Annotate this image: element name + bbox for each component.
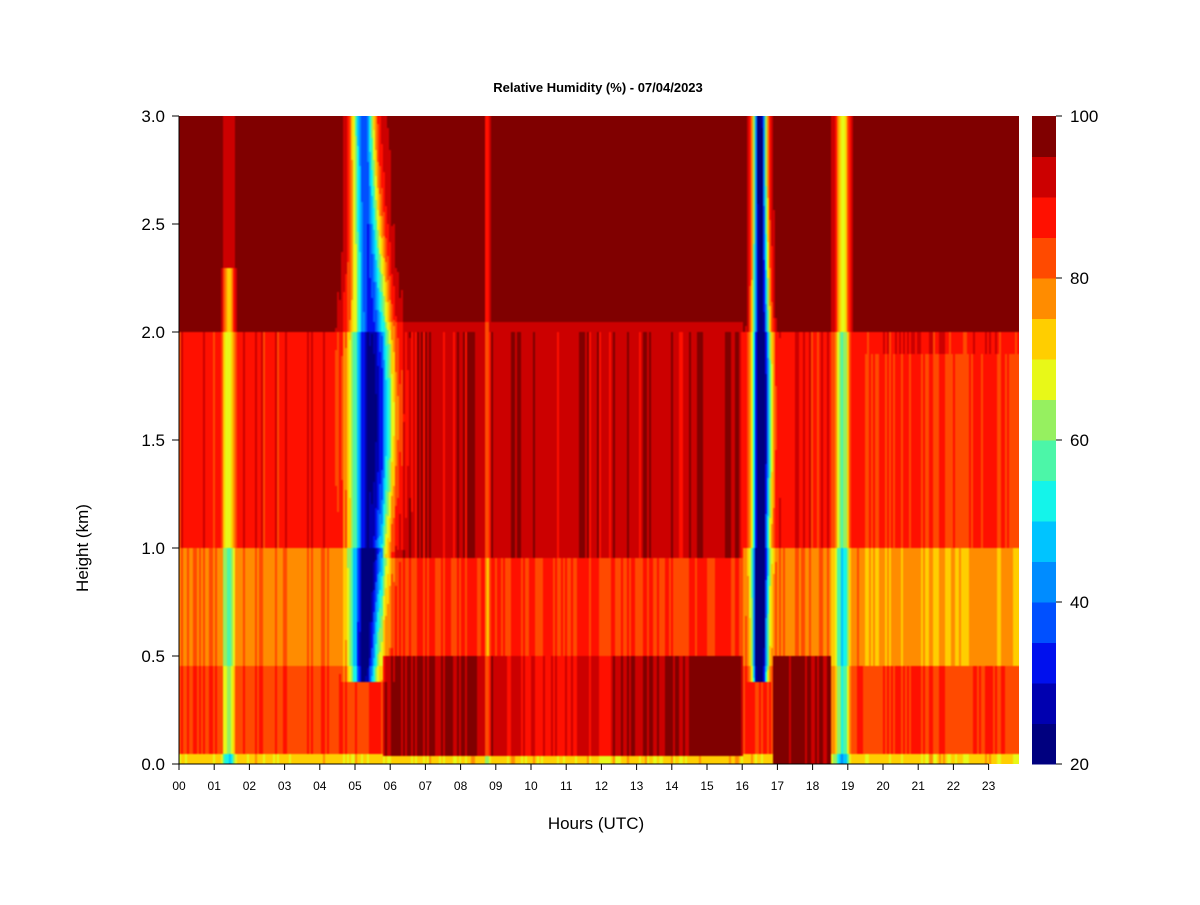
- humidity-field: [179, 116, 1019, 764]
- x-tick-label: 21: [912, 779, 926, 793]
- colorbar-swatch: [1032, 480, 1056, 522]
- x-tick-label: 04: [313, 779, 327, 793]
- y-tick-label: 0.0: [141, 755, 165, 774]
- y-tick-label: 3.0: [141, 107, 165, 126]
- x-tick-label: 22: [947, 779, 961, 793]
- colorbar-swatch: [1032, 602, 1056, 643]
- colorbar-swatch: [1032, 237, 1056, 279]
- x-tick-label: 20: [876, 779, 890, 793]
- colorbar-tick-label: 20: [1070, 755, 1089, 774]
- colorbar: 20 40 60 80 100: [1032, 107, 1098, 774]
- colorbar-swatch: [1032, 116, 1056, 157]
- y-tick-label: 2.0: [141, 323, 165, 342]
- x-tick-label: 09: [489, 779, 503, 793]
- x-tick-label: 18: [806, 779, 820, 793]
- x-tick-label: 01: [208, 779, 222, 793]
- plot-area: [179, 116, 1019, 764]
- x-axis: 00 01 02 03 04 05 06 07 08 09 10 11 12 13 14 15 16 17 18 19…: [172, 763, 996, 793]
- x-tick-label: 06: [384, 779, 398, 793]
- x-tick-label: 13: [630, 779, 644, 793]
- x-tick-label: 02: [243, 779, 257, 793]
- x-tick-label: 14: [665, 779, 679, 793]
- colorbar-tick-label: 40: [1070, 593, 1089, 612]
- colorbar-tick-label: 80: [1070, 269, 1089, 288]
- x-tick-label: 00: [172, 779, 186, 793]
- colorbar-swatch: [1032, 197, 1056, 238]
- colorbar-swatch: [1032, 561, 1056, 603]
- y-tick-label: 2.5: [141, 215, 165, 234]
- colorbar-swatch: [1032, 683, 1056, 724]
- y-tick-label: 1.5: [141, 431, 165, 450]
- x-tick-label: 10: [524, 779, 538, 793]
- colorbar-swatch: [1032, 278, 1056, 319]
- x-tick-label: 03: [278, 779, 292, 793]
- colorbar-swatch: [1032, 156, 1056, 198]
- y-tick-label: 0.5: [141, 647, 165, 666]
- x-tick-label: 07: [419, 779, 433, 793]
- colorbar-tick-label: 60: [1070, 431, 1089, 450]
- colorbar-swatch: [1032, 359, 1056, 400]
- x-tick-label: 15: [700, 779, 714, 793]
- x-tick-label: 12: [595, 779, 609, 793]
- x-tick-label: 08: [454, 779, 468, 793]
- x-tick-label: 11: [560, 779, 573, 793]
- colorbar-swatch: [1032, 642, 1056, 684]
- x-tick-label: 17: [771, 779, 785, 793]
- x-axis-label: Hours (UTC): [548, 814, 644, 833]
- y-axis-label: Height (km): [73, 504, 92, 592]
- y-tick-label: 1.0: [141, 539, 165, 558]
- chart-title: Relative Humidity (%) - 07/04/2023: [493, 80, 703, 95]
- colorbar-swatch: [1032, 521, 1056, 562]
- colorbar-swatch: [1032, 399, 1056, 441]
- x-tick-label: 23: [982, 779, 996, 793]
- colorbar-tick-label: 100: [1070, 107, 1098, 126]
- x-tick-label: 16: [736, 779, 750, 793]
- colorbar-swatch: [1032, 723, 1056, 765]
- y-axis: 0.0 0.5 1.0 1.5 2.0 2.5 3.0: [141, 107, 180, 774]
- x-tick-label: 05: [348, 779, 362, 793]
- x-tick-label: 19: [841, 779, 855, 793]
- colorbar-swatch: [1032, 440, 1056, 481]
- colorbar-swatch: [1032, 318, 1056, 360]
